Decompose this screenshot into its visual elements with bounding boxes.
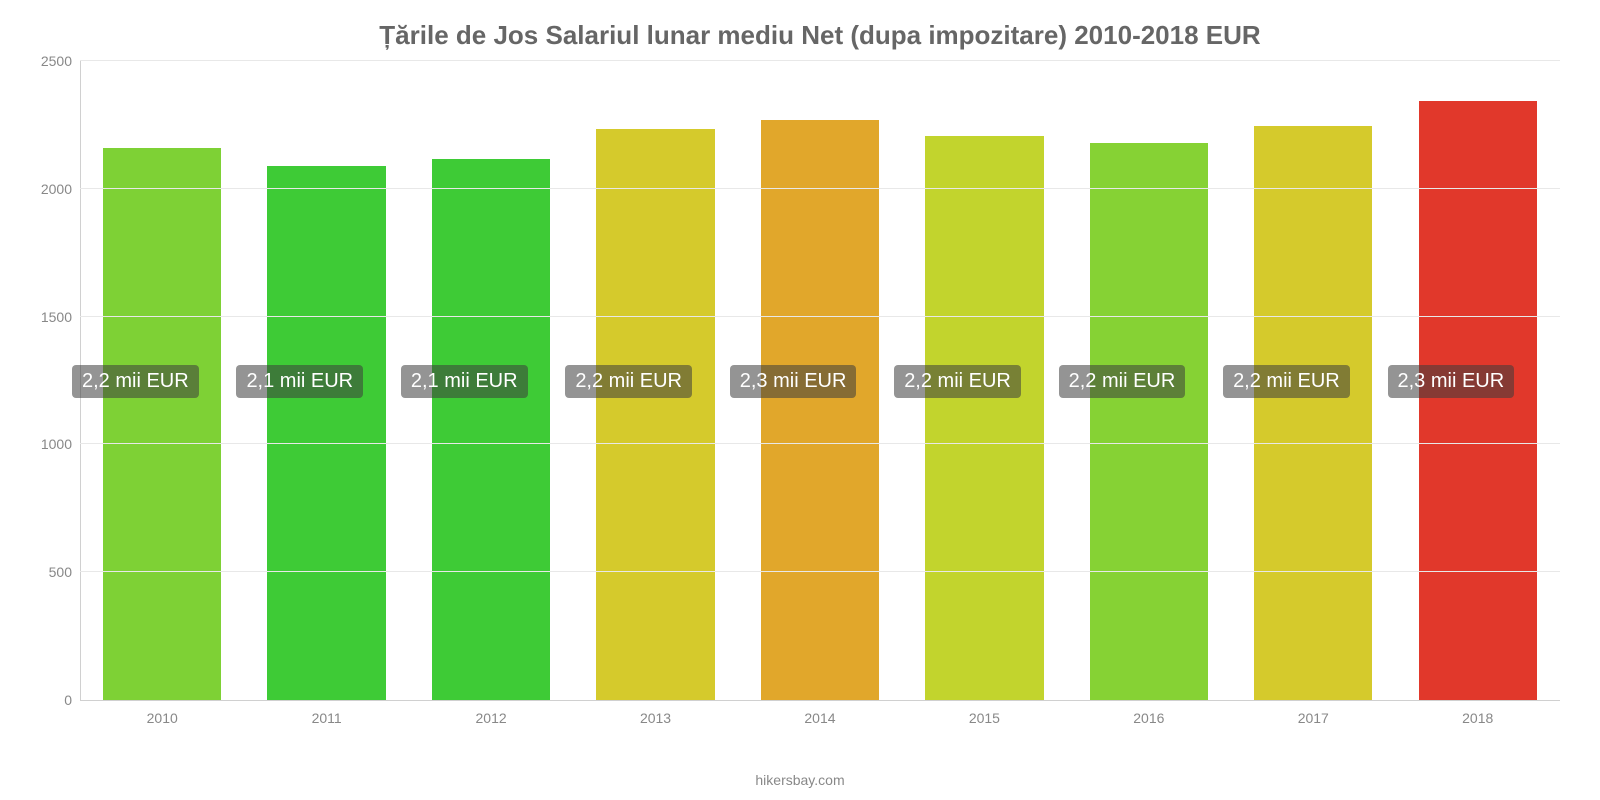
bar-slot: 2,3 mii EUR: [1396, 61, 1560, 700]
bar-value-label: 2,2 mii EUR: [565, 365, 692, 398]
gridline: [80, 188, 1560, 189]
chart-title: Țările de Jos Salariul lunar mediu Net (…: [80, 20, 1560, 51]
x-tick-label: 2017: [1231, 710, 1395, 726]
bar-value-label: 2,2 mii EUR: [894, 365, 1021, 398]
bar-value-label: 2,3 mii EUR: [730, 365, 857, 398]
bar: [267, 166, 385, 700]
x-tick-label: 2010: [80, 710, 244, 726]
bar-slot: 2,2 mii EUR: [1231, 61, 1395, 700]
x-tick-label: 2015: [902, 710, 1066, 726]
x-axis-labels: 201020112012201320142015201620172018: [80, 700, 1560, 726]
bars-group: 2,2 mii EUR2,1 mii EUR2,1 mii EUR2,2 mii…: [80, 61, 1560, 700]
bar-slot: 2,2 mii EUR: [573, 61, 737, 700]
bar: [925, 136, 1043, 700]
plot-area: 2,2 mii EUR2,1 mii EUR2,1 mii EUR2,2 mii…: [80, 61, 1560, 701]
x-tick-label: 2013: [573, 710, 737, 726]
bar-slot: 2,1 mii EUR: [244, 61, 408, 700]
y-tick-label: 1000: [24, 436, 72, 452]
y-tick-label: 2000: [24, 181, 72, 197]
gridline: [80, 571, 1560, 572]
x-tick-label: 2012: [409, 710, 573, 726]
bar: [432, 159, 550, 700]
bar: [103, 148, 221, 700]
bar: [1254, 126, 1372, 700]
chart-container: Țările de Jos Salariul lunar mediu Net (…: [0, 0, 1600, 800]
gridline: [80, 316, 1560, 317]
x-tick-label: 2014: [738, 710, 902, 726]
x-tick-label: 2018: [1396, 710, 1560, 726]
y-tick-label: 0: [24, 692, 72, 708]
bar-value-label: 2,3 mii EUR: [1388, 365, 1515, 398]
bar-value-label: 2,2 mii EUR: [72, 365, 199, 398]
bar-value-label: 2,2 mii EUR: [1059, 365, 1186, 398]
chart-source: hikersbay.com: [0, 772, 1600, 788]
bar-slot: 2,2 mii EUR: [902, 61, 1066, 700]
y-tick-label: 2500: [24, 53, 72, 69]
bar: [1419, 101, 1537, 700]
bar: [1090, 143, 1208, 700]
bar-slot: 2,3 mii EUR: [738, 61, 902, 700]
bar: [596, 129, 714, 700]
gridline: [80, 60, 1560, 61]
gridline: [80, 443, 1560, 444]
bar-slot: 2,2 mii EUR: [1067, 61, 1231, 700]
bar-value-label: 2,1 mii EUR: [401, 365, 528, 398]
y-tick-label: 500: [24, 564, 72, 580]
bar-value-label: 2,2 mii EUR: [1223, 365, 1350, 398]
bar-slot: 2,2 mii EUR: [80, 61, 244, 700]
x-tick-label: 2016: [1067, 710, 1231, 726]
bar-value-label: 2,1 mii EUR: [236, 365, 363, 398]
x-tick-label: 2011: [244, 710, 408, 726]
bar: [761, 120, 879, 700]
y-tick-label: 1500: [24, 309, 72, 325]
bar-slot: 2,1 mii EUR: [409, 61, 573, 700]
